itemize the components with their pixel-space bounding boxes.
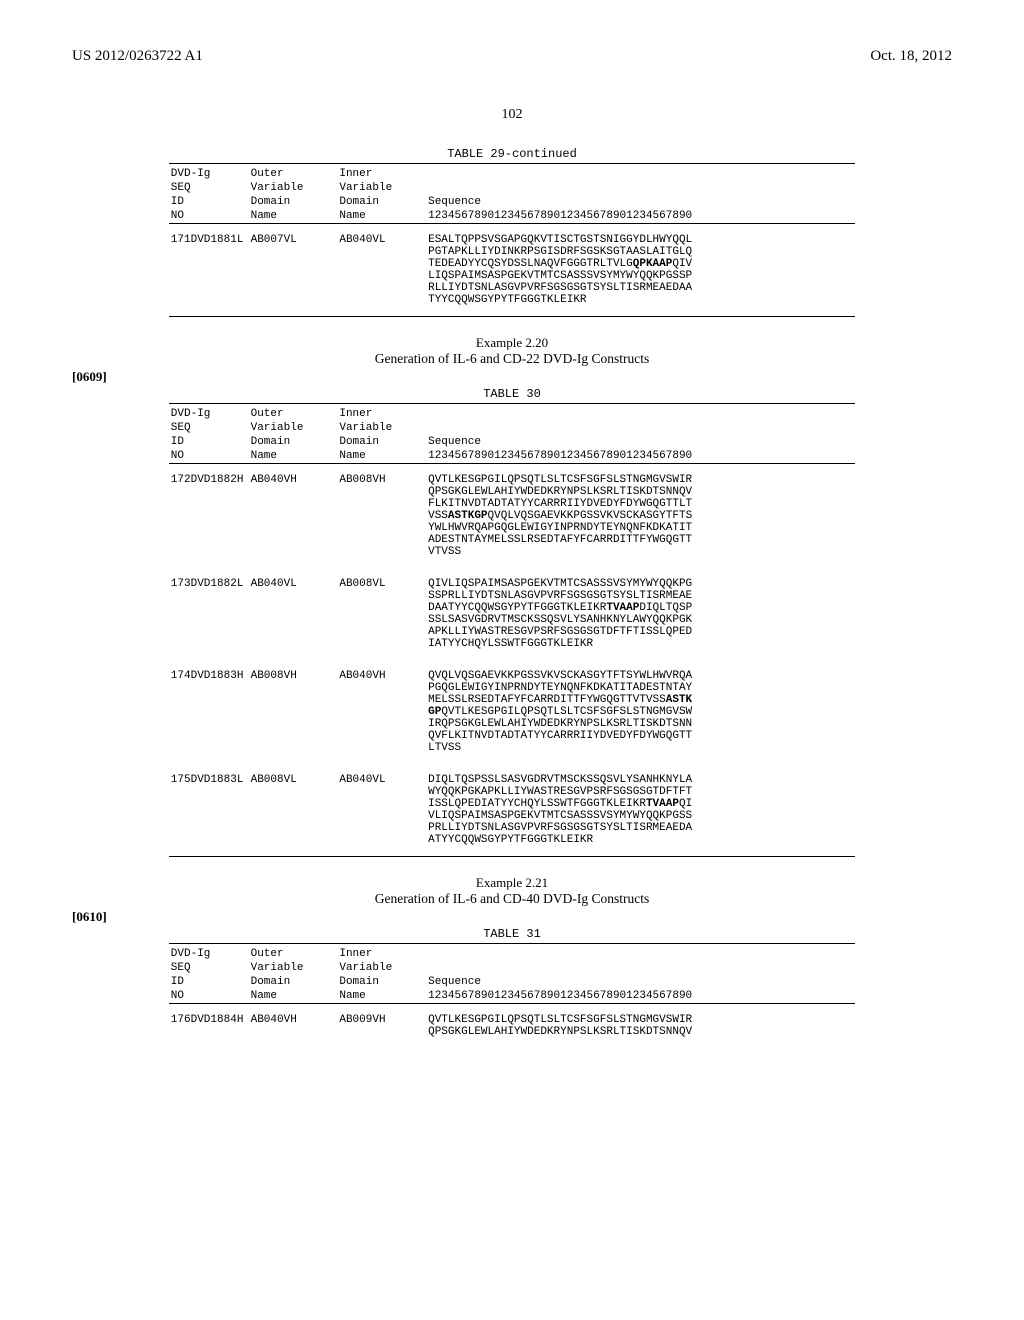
t30-r0-construct: DVD1882H — [191, 474, 244, 486]
t29-h-c1d: NO — [169, 209, 249, 224]
t29-h-c1c: ID — [169, 195, 249, 209]
publication-date: Oct. 18, 2012 — [870, 48, 952, 65]
t30-r3-inner: AB040VL — [337, 764, 426, 857]
t30-r0-seq: QVTLKESGPGILQPSQTLSLTCSFSGFSLSTNGMGVSWIR… — [426, 464, 855, 569]
t29-h-c4a: Sequence — [426, 195, 855, 209]
t29-h-c3b: Variable — [337, 181, 426, 195]
t29-h-c2a: Outer — [249, 164, 338, 182]
example-2-21: Example 2.21 Generation of IL-6 and CD-4… — [72, 875, 952, 925]
t30-r1-outer: AB040VL — [249, 568, 338, 660]
t30-h-c2a: Outer — [249, 404, 338, 422]
table30: DVD-Ig Outer Inner SEQ Variable Variable… — [169, 403, 855, 857]
t29-h-c3c: Domain — [337, 195, 426, 209]
t31-h-c4a: Sequence — [426, 975, 855, 989]
t30-h-c1c: ID — [169, 435, 249, 449]
table29-title: TABLE 29-continued — [72, 147, 952, 161]
t30-h-c3b: Variable — [337, 421, 426, 435]
t29-h-c1b: SEQ — [169, 181, 249, 195]
example-221-title: Example 2.21 — [72, 875, 952, 891]
t29-h-c3a: Inner — [337, 164, 426, 182]
table30-title: TABLE 30 — [72, 387, 952, 401]
t30-r3-outer: AB008VL — [249, 764, 338, 857]
t30-r1-inner: AB008VL — [337, 568, 426, 660]
t31-h-c2c: Domain — [249, 975, 338, 989]
t31-r0-outer: AB040VH — [249, 1004, 338, 1049]
example-221-subtitle: Generation of IL-6 and CD-40 DVD-Ig Cons… — [72, 891, 952, 907]
page-header: US 2012/0263722 A1 Oct. 18, 2012 — [72, 48, 952, 65]
t30-r2-seq: QVQLVQSGAEVKKPGSSVKVSCKASGYTFTSYWLHWVRQA… — [426, 660, 855, 764]
t29-r0-seqid: 171 — [171, 234, 191, 246]
t29-h-c3d: Name — [337, 209, 426, 224]
t29-h-c2b: Variable — [249, 181, 338, 195]
t31-h-c3a: Inner — [337, 944, 426, 962]
example-220-title: Example 2.20 — [72, 335, 952, 351]
t29-h-c1a: DVD-Ig — [169, 164, 249, 182]
t29-h-c2d: Name — [249, 209, 338, 224]
t31-h-c2a: Outer — [249, 944, 338, 962]
t30-h-c2d: Name — [249, 449, 338, 464]
t30-h-c4b: 1234567890123456789012345678901234567890 — [426, 449, 855, 464]
example-2-20: Example 2.20 Generation of IL-6 and CD-2… — [72, 335, 952, 385]
para-0610: [0610] — [72, 909, 952, 925]
t31-h-c1c: ID — [169, 975, 249, 989]
t31-h-c1b: SEQ — [169, 961, 249, 975]
t29-r0-seq: ESALTQPPSVSGAPGQKVTISCTGSTSNIGGYDLHWYQQL… — [426, 224, 855, 317]
t30-r3-seq: DIQLTQSPSSLSASVGDRVTMSCKSSQSVLYSANHKNYLA… — [426, 764, 855, 857]
t29-h-c4b: 1234567890123456789012345678901234567890 — [426, 209, 855, 224]
table31: DVD-Ig Outer Inner SEQ Variable Variable… — [169, 943, 855, 1048]
t29-r0-construct: DVD1881L — [191, 234, 244, 246]
t31-r0-seqid: 176 — [171, 1014, 191, 1026]
t31-r0-seq: QVTLKESGPGILQPSQTLSLTCSFSGFSLSTNGMGVSWIR… — [426, 1004, 855, 1049]
example-220-subtitle: Generation of IL-6 and CD-22 DVD-Ig Cons… — [72, 351, 952, 367]
table29: DVD-Ig Outer Inner SEQ Variable Variable… — [169, 163, 855, 317]
t30-r1-seqid: 173 — [171, 578, 191, 590]
t30-r0-inner: AB008VH — [337, 464, 426, 569]
table31-title: TABLE 31 — [72, 927, 952, 941]
t31-h-c3c: Domain — [337, 975, 426, 989]
t30-r0-outer: AB040VH — [249, 464, 338, 569]
t30-r2-inner: AB040VH — [337, 660, 426, 764]
t30-r3-construct: DVD1883L — [191, 774, 244, 786]
t30-r2-outer: AB008VH — [249, 660, 338, 764]
t30-r3-seqid: 175 — [171, 774, 191, 786]
t30-h-c1d: NO — [169, 449, 249, 464]
t31-h-c3d: Name — [337, 989, 426, 1004]
t29-r0-outer: AB007VL — [249, 224, 338, 317]
t30-r1-construct: DVD1882L — [191, 578, 244, 590]
t30-h-c2c: Domain — [249, 435, 338, 449]
patent-id: US 2012/0263722 A1 — [72, 48, 203, 65]
t30-h-c3c: Domain — [337, 435, 426, 449]
t30-h-c2b: Variable — [249, 421, 338, 435]
t31-r0-inner: AB009VH — [337, 1004, 426, 1049]
t30-r2-seqid: 174 — [171, 670, 191, 682]
t31-h-c2d: Name — [249, 989, 338, 1004]
t31-h-c1a: DVD-Ig — [169, 944, 249, 962]
t30-h-c4a: Sequence — [426, 435, 855, 449]
t29-r0-inner: AB040VL — [337, 224, 426, 317]
t31-h-c4b: 1234567890123456789012345678901234567890 — [426, 989, 855, 1004]
t30-r1-seq: QIVLIQSPAIMSASPGEKVTMTCSASSSVSYMYWYQQKPG… — [426, 568, 855, 660]
t29-h-c2c: Domain — [249, 195, 338, 209]
page-number: 102 — [72, 107, 952, 123]
t30-h-c1a: DVD-Ig — [169, 404, 249, 422]
t30-r2-construct: DVD1883H — [191, 670, 244, 682]
t31-h-c2b: Variable — [249, 961, 338, 975]
t30-h-c3d: Name — [337, 449, 426, 464]
t30-h-c1b: SEQ — [169, 421, 249, 435]
t31-h-c1d: NO — [169, 989, 249, 1004]
t31-h-c3b: Variable — [337, 961, 426, 975]
t31-r0-construct: DVD1884H — [191, 1014, 244, 1026]
t30-r0-seqid: 172 — [171, 474, 191, 486]
para-0609: [0609] — [72, 369, 952, 385]
t30-h-c3a: Inner — [337, 404, 426, 422]
